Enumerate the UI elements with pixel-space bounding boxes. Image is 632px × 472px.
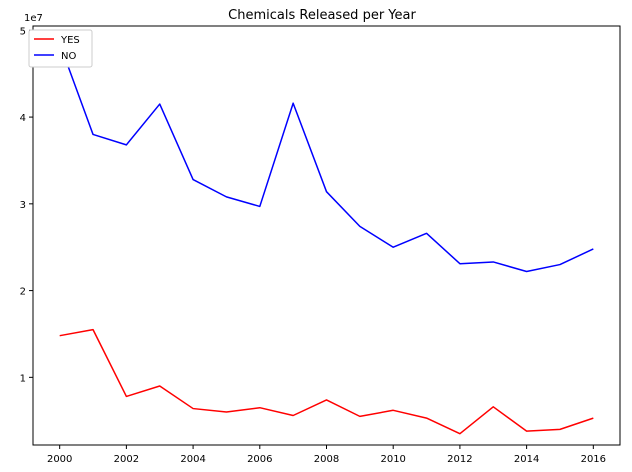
x-tick-label: 2004 <box>180 454 205 465</box>
chart-title: Chemicals Released per Year <box>228 8 416 23</box>
y-tick-label: 1 <box>20 373 26 384</box>
y-tick-label: 5 <box>20 26 26 37</box>
axes-frame <box>32 25 621 446</box>
x-tick-label: 2006 <box>247 454 272 465</box>
x-tick-label: 2002 <box>114 454 139 465</box>
x-tick-label: 2014 <box>514 454 539 465</box>
y-tick-label: 4 <box>20 113 26 124</box>
plot-area: 2000 2002 2004 2006 2008 2010 2012 2014 2016 1 2 3 4… <box>20 26 606 465</box>
legend-label-yes: YES <box>60 35 80 46</box>
x-tick-label: 2000 <box>47 454 72 465</box>
y-offset-label: 1e7 <box>24 13 43 24</box>
y-tick-label: 3 <box>20 200 26 211</box>
x-tick-label: 2016 <box>581 454 606 465</box>
x-tick-label: 2010 <box>380 454 405 465</box>
x-tick-label: 2012 <box>447 454 472 465</box>
y-tick-label: 2 <box>20 287 26 298</box>
legend-label-no: NO <box>61 51 76 62</box>
legend: YES NO <box>28 29 93 68</box>
x-tick-label: 2008 <box>314 454 339 465</box>
